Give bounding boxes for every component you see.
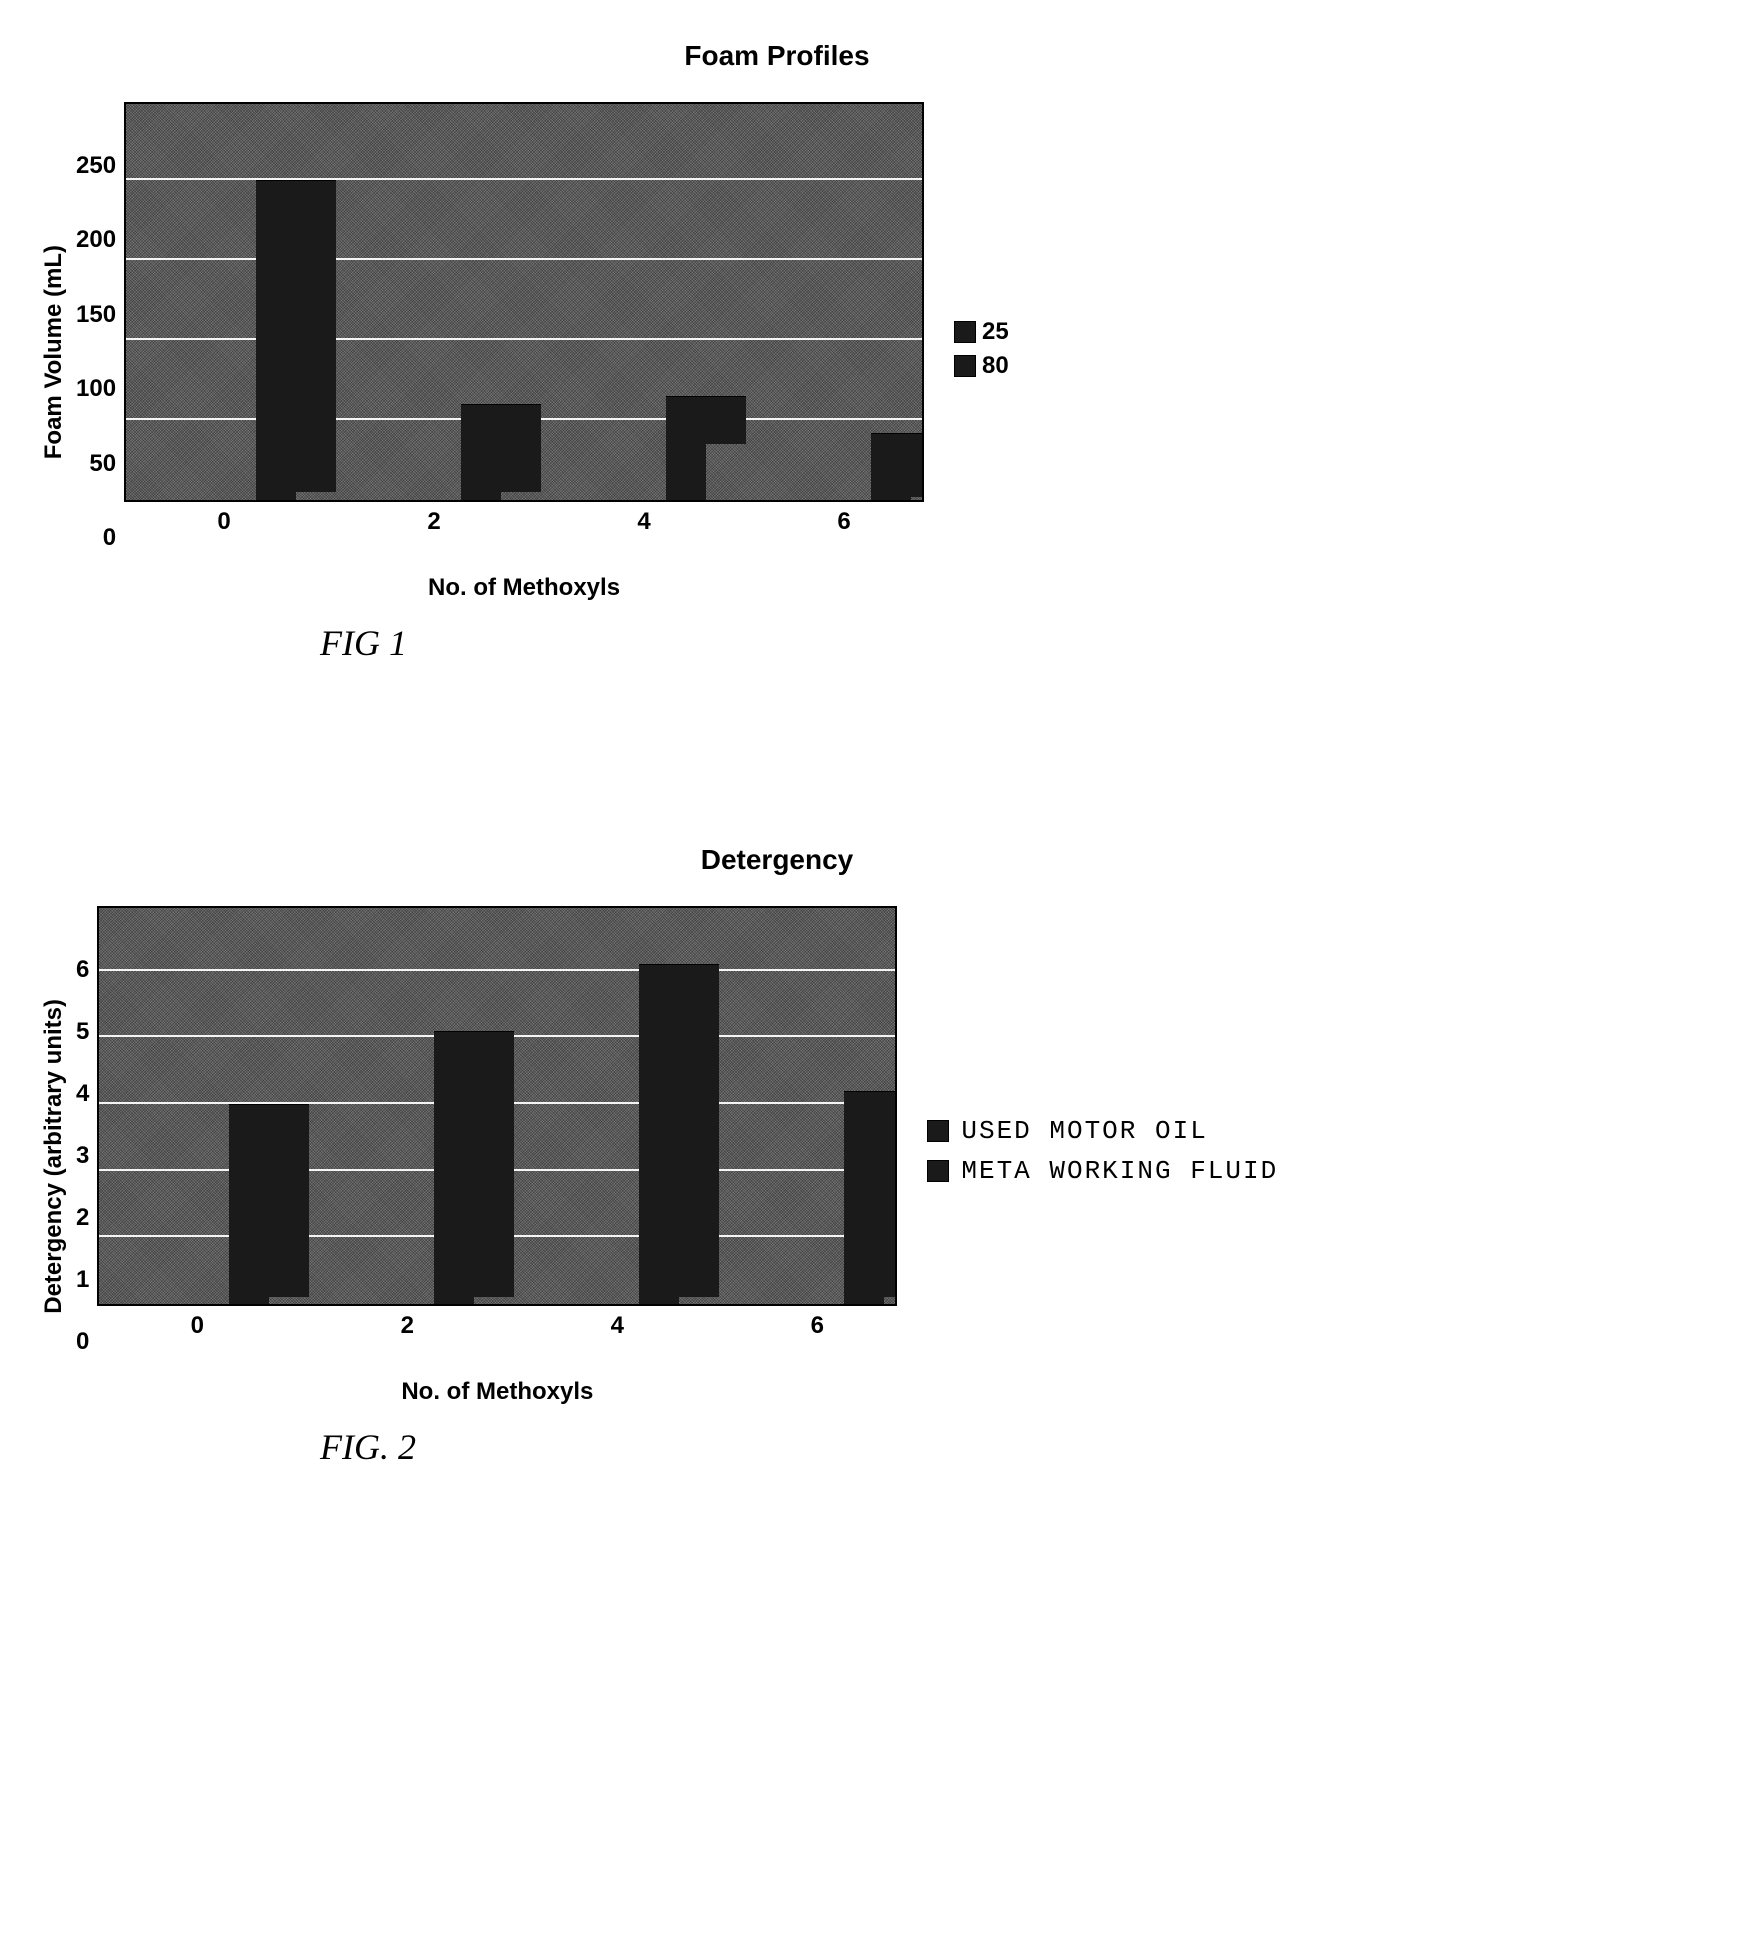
chart2-plot <box>97 906 897 1306</box>
figure-2: Detergency Detergency (arbitrary units) … <box>40 844 1714 1468</box>
bar <box>296 180 336 492</box>
xtick: 0 <box>191 1312 204 1340</box>
chart2-legend: USED MOTOR OIL META WORKING FLUID <box>927 1116 1278 1196</box>
bar-group <box>229 1104 309 1304</box>
bar <box>256 180 296 500</box>
chart1-caption: FIG 1 <box>320 622 1714 664</box>
ytick: 200 <box>76 226 116 254</box>
chart2-xlabel: No. of Methoxyls <box>97 1378 897 1406</box>
chart1-plot-wrapper: 0 2 4 6 No. of Methoxyls <box>124 102 924 602</box>
xtick: 6 <box>837 508 850 536</box>
xtick: 4 <box>637 508 650 536</box>
chart1-yticks: 250 200 150 100 50 0 <box>76 152 124 552</box>
ytick: 250 <box>76 152 116 180</box>
legend-label: 80 <box>982 352 1009 380</box>
bar <box>666 396 706 500</box>
bar <box>679 964 719 1297</box>
bar <box>871 433 911 500</box>
ytick: 0 <box>103 524 116 552</box>
bar <box>706 396 746 444</box>
legend-label: 25 <box>982 318 1009 346</box>
legend-item: 80 <box>954 352 1009 380</box>
chart1-xlabel: No. of Methoxyls <box>124 574 924 602</box>
chart2-plot-wrapper: 0 2 4 6 No. of Methoxyls <box>97 906 897 1406</box>
xtick: 2 <box>401 1312 414 1340</box>
legend-item: META WORKING FLUID <box>927 1156 1278 1186</box>
bar <box>474 1031 514 1298</box>
ytick: 50 <box>89 450 116 478</box>
bar <box>844 1091 884 1304</box>
legend-item: 25 <box>954 318 1009 346</box>
chart2-yticks: 6 5 4 3 2 1 0 <box>76 956 97 1356</box>
chart2-bars <box>99 908 895 1304</box>
chart2-title: Detergency <box>0 844 1714 876</box>
chart1-ylabel: Foam Volume (mL) <box>40 245 68 459</box>
legend-label: USED MOTOR OIL <box>961 1116 1207 1146</box>
bar <box>639 964 679 1304</box>
ytick: 3 <box>76 1142 89 1170</box>
chart1-title: Foam Profiles <box>0 40 1714 72</box>
ytick: 6 <box>76 956 89 984</box>
bar-group <box>461 404 541 500</box>
bar <box>434 1031 474 1304</box>
bar <box>461 404 501 500</box>
bar-group <box>256 180 336 500</box>
chart2-ylabel: Detergency (arbitrary units) <box>40 999 68 1314</box>
legend-swatch-icon <box>927 1120 949 1142</box>
bar <box>269 1104 309 1297</box>
bar-group <box>844 1091 897 1304</box>
bar <box>911 433 924 497</box>
chart2-caption: FIG. 2 <box>320 1426 1714 1468</box>
chart1-xticks: 0 2 4 6 <box>124 508 924 538</box>
xtick: 0 <box>217 508 230 536</box>
legend-swatch-icon <box>954 355 976 377</box>
legend-label: META WORKING FLUID <box>961 1156 1278 1186</box>
bar-group <box>639 964 719 1304</box>
chart1-row: Foam Volume (mL) 250 200 150 100 50 0 02… <box>40 102 1714 602</box>
xtick: 6 <box>811 1312 824 1340</box>
ytick: 5 <box>76 1018 89 1046</box>
ytick: 4 <box>76 1080 89 1108</box>
chart1-bars <box>126 104 922 500</box>
ytick: 150 <box>76 301 116 329</box>
ytick: 2 <box>76 1204 89 1232</box>
figure-1: Foam Profiles Foam Volume (mL) 250 200 1… <box>40 40 1714 664</box>
bar <box>884 1091 897 1298</box>
ytick: 1 <box>76 1266 89 1294</box>
legend-item: USED MOTOR OIL <box>927 1116 1278 1146</box>
legend-swatch-icon <box>927 1160 949 1182</box>
bar-group <box>871 433 924 500</box>
legend-swatch-icon <box>954 321 976 343</box>
chart1-plot <box>124 102 924 502</box>
bar <box>501 404 541 492</box>
ytick: 0 <box>76 1328 89 1356</box>
bar <box>229 1104 269 1304</box>
xtick: 4 <box>611 1312 624 1340</box>
chart2-row: Detergency (arbitrary units) 6 5 4 3 2 1… <box>40 906 1714 1406</box>
xtick: 2 <box>427 508 440 536</box>
bar-group <box>434 1031 514 1304</box>
ytick: 100 <box>76 375 116 403</box>
chart1-legend: 25 80 <box>954 318 1009 386</box>
chart2-xticks: 0 2 4 6 <box>97 1312 897 1342</box>
bar-group <box>666 396 746 500</box>
